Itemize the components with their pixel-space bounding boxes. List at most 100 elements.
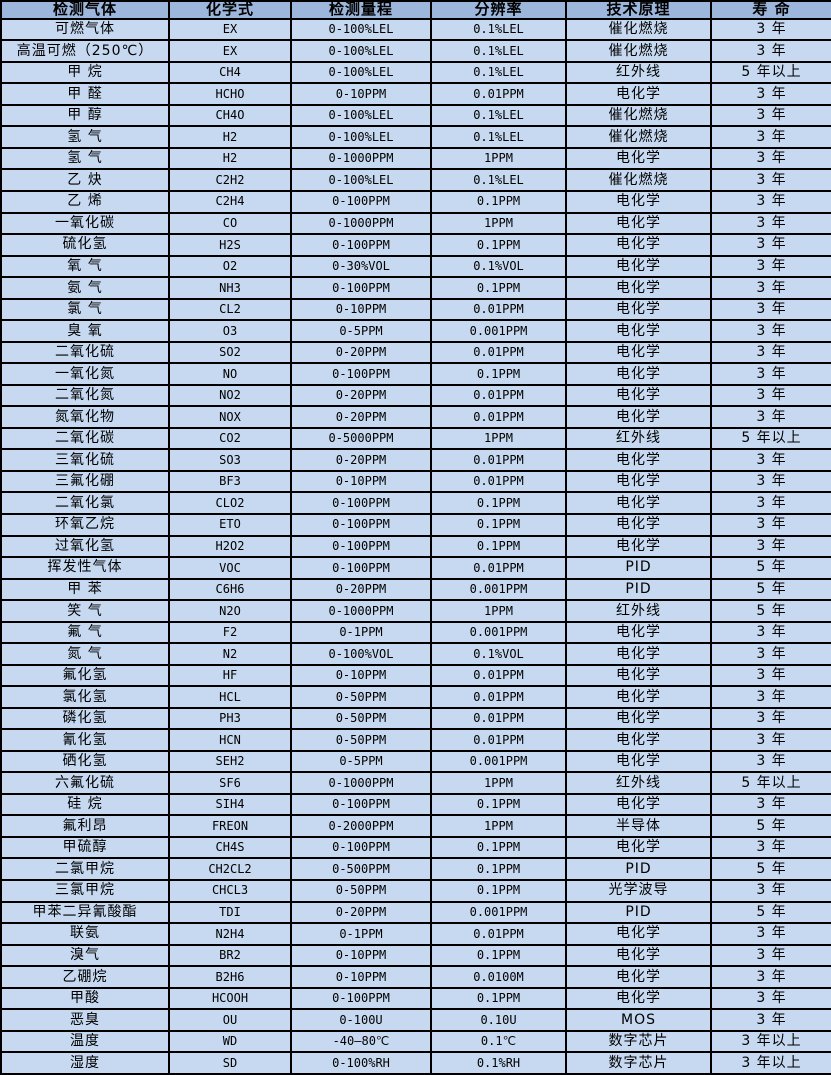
cell-principle: 电化学 bbox=[565, 448, 712, 472]
cell-lifespan: 3 年 bbox=[710, 448, 831, 472]
cell-resolution: 0.1PPM bbox=[430, 943, 567, 968]
cell-formula: CO2 bbox=[168, 426, 292, 451]
cell-lifespan: 3 年 bbox=[710, 405, 831, 429]
cell-lifespan: 3 年 bbox=[710, 340, 831, 365]
cell-principle: 电化学 bbox=[565, 405, 712, 429]
cell-lifespan: 3 年 bbox=[710, 469, 831, 494]
cell-resolution: 0.1%LEL bbox=[430, 39, 567, 63]
cell-range: 0-30%VOL bbox=[290, 254, 432, 279]
cell-formula: HF bbox=[168, 663, 292, 688]
cell-range: 0-100PPM bbox=[290, 986, 432, 1011]
cell-resolution: 0.01PPM bbox=[430, 383, 567, 408]
cell-range: 0-10PPM bbox=[290, 82, 432, 106]
table-row: 氯化氢 HCL 0-50PPM 0.01PPM 电化学 3 年 bbox=[0, 685, 831, 709]
cell-principle: 电化学 bbox=[565, 792, 712, 817]
cell-range: 0-100PPM bbox=[290, 835, 432, 860]
cell-formula: F2 bbox=[168, 620, 292, 645]
table-row: 氟化氢 HF 0-10PPM 0.01PPM 电化学 3 年 bbox=[0, 663, 831, 688]
cell-gas: 甲苯二异氰酸酯 bbox=[0, 900, 170, 925]
cell-resolution: 0.001PPM bbox=[430, 319, 567, 343]
cell-formula: ETO bbox=[168, 512, 292, 537]
cell-gas: 甲酸 bbox=[0, 986, 170, 1011]
cell-formula: O2 bbox=[168, 254, 292, 279]
cell-resolution: 0.1%LEL bbox=[430, 125, 567, 149]
table-row: 氧 气 O2 0-30%VOL 0.1%VOL 电化学 3 年 bbox=[0, 254, 831, 279]
cell-lifespan: 3 年以上 bbox=[710, 1051, 831, 1075]
cell-formula: CHCL3 bbox=[168, 879, 292, 903]
cell-gas: 可燃气体 bbox=[0, 17, 170, 42]
cell-lifespan: 3 年 bbox=[710, 512, 831, 537]
cell-formula: H2 bbox=[168, 125, 292, 149]
cell-principle: 电化学 bbox=[565, 512, 712, 537]
cell-gas: 氮 气 bbox=[0, 642, 170, 666]
cell-lifespan: 3 年 bbox=[710, 103, 831, 128]
cell-resolution: 0.01PPM bbox=[430, 663, 567, 688]
cell-formula: N2O bbox=[168, 599, 292, 623]
table-row: 溴气 BR2 0-10PPM 0.1PPM 电化学 3 年 bbox=[0, 943, 831, 968]
cell-gas: 恶臭 bbox=[0, 1008, 170, 1032]
cell-gas: 环氧乙烷 bbox=[0, 512, 170, 537]
cell-range: 0-1PPM bbox=[290, 922, 432, 946]
header-gas: 检测气体 bbox=[0, 0, 170, 20]
table-row: 甲硫醇 CH4S 0-100PPM 0.1PPM 电化学 3 年 bbox=[0, 835, 831, 860]
cell-resolution: 0.01PPM bbox=[430, 556, 567, 580]
cell-resolution: 0.1PPM bbox=[430, 491, 567, 515]
cell-formula: C6H6 bbox=[168, 577, 292, 602]
cell-lifespan: 3 年以上 bbox=[710, 1029, 831, 1054]
table-row: 硅 烷 SIH4 0-100PPM 0.1PPM 电化学 3 年 bbox=[0, 792, 831, 817]
cell-range: 0-20PPM bbox=[290, 900, 432, 925]
cell-formula: CH4O bbox=[168, 103, 292, 128]
cell-gas: 高温可燃（250℃） bbox=[0, 39, 170, 63]
cell-formula: VOC bbox=[168, 556, 292, 580]
cell-principle: 电化学 bbox=[565, 965, 712, 989]
header-formula: 化学式 bbox=[168, 0, 292, 20]
table-row: 乙硼烷 B2H6 0-10PPM 0.0100M 电化学 3 年 bbox=[0, 965, 831, 989]
cell-range: 0-100PPM bbox=[290, 362, 432, 386]
cell-formula: SO2 bbox=[168, 340, 292, 365]
cell-formula: EX bbox=[168, 39, 292, 63]
cell-principle: 催化燃烧 bbox=[565, 168, 712, 192]
cell-range: 0-1000PPM bbox=[290, 771, 432, 795]
cell-lifespan: 3 年 bbox=[710, 986, 831, 1011]
cell-resolution: 0.01PPM bbox=[430, 297, 567, 322]
cell-gas: 一氧化碳 bbox=[0, 211, 170, 236]
table-row: 氟 气 F2 0-1PPM 0.001PPM 电化学 3 年 bbox=[0, 620, 831, 645]
cell-formula: HCL bbox=[168, 685, 292, 709]
cell-formula: CLO2 bbox=[168, 491, 292, 515]
cell-resolution: 0.001PPM bbox=[430, 900, 567, 925]
cell-resolution: 0.1PPM bbox=[430, 512, 567, 537]
cell-gas: 氧 气 bbox=[0, 254, 170, 279]
cell-lifespan: 3 年 bbox=[710, 254, 831, 279]
cell-resolution: 0.1PPM bbox=[430, 986, 567, 1011]
cell-range: 0-100%VOL bbox=[290, 642, 432, 666]
cell-range: 0-20PPM bbox=[290, 577, 432, 602]
cell-formula: SIH4 bbox=[168, 792, 292, 817]
cell-formula: B2H6 bbox=[168, 965, 292, 989]
cell-resolution: 0.1PPM bbox=[430, 879, 567, 903]
cell-gas: 三氟化硼 bbox=[0, 469, 170, 494]
cell-principle: 电化学 bbox=[565, 663, 712, 688]
cell-resolution: 0.01PPM bbox=[430, 706, 567, 731]
cell-gas: 过氧化氢 bbox=[0, 534, 170, 559]
cell-gas: 溴气 bbox=[0, 943, 170, 968]
cell-resolution: 0.1%LEL bbox=[430, 17, 567, 42]
cell-formula: FREON bbox=[168, 814, 292, 838]
cell-resolution: 0.01PPM bbox=[430, 728, 567, 752]
cell-resolution: 0.0100M bbox=[430, 965, 567, 989]
header-row: 检测气体 化学式 检测量程 分辨率 技术原理 寿 命 bbox=[0, 0, 831, 20]
table-row: 氨 气 NH3 0-100PPM 0.1PPM 电化学 3 年 bbox=[0, 276, 831, 300]
cell-gas: 笑 气 bbox=[0, 599, 170, 623]
cell-range: 0-20PPM bbox=[290, 448, 432, 472]
cell-principle: 电化学 bbox=[565, 211, 712, 236]
cell-formula: CH2CL2 bbox=[168, 857, 292, 881]
cell-resolution: 0.1%VOL bbox=[430, 642, 567, 666]
table-row: 氢 气 H2 0-100%LEL 0.1%LEL 催化燃烧 3 年 bbox=[0, 125, 831, 149]
cell-formula: SF6 bbox=[168, 771, 292, 795]
cell-principle: 电化学 bbox=[565, 728, 712, 752]
cell-formula: NO2 bbox=[168, 383, 292, 408]
cell-formula: SD bbox=[168, 1051, 292, 1075]
cell-range: 0-50PPM bbox=[290, 706, 432, 731]
cell-principle: 电化学 bbox=[565, 986, 712, 1011]
header-principle: 技术原理 bbox=[565, 0, 712, 20]
